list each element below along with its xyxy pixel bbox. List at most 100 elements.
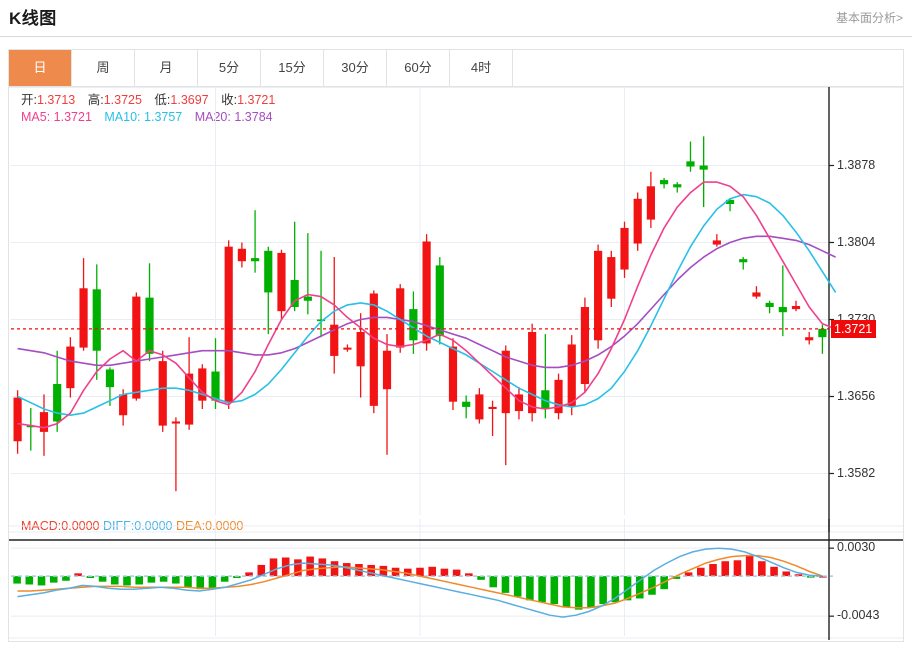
macd-bar bbox=[257, 564, 266, 577]
ma10-line bbox=[17, 193, 837, 416]
macd-bar bbox=[147, 576, 156, 583]
macd-bar bbox=[770, 566, 778, 577]
macd-bar bbox=[233, 576, 241, 578]
candle-body bbox=[528, 331, 537, 414]
candle-body bbox=[554, 379, 563, 414]
fundamental-analysis-link[interactable]: 基本面分析> bbox=[835, 11, 903, 25]
macd-bar bbox=[697, 567, 705, 577]
candle-body bbox=[290, 279, 299, 308]
candle-body bbox=[79, 288, 88, 348]
candle-body bbox=[409, 309, 418, 341]
macd-bar bbox=[404, 568, 412, 577]
candle-body bbox=[356, 331, 365, 367]
candle-body bbox=[422, 241, 431, 344]
macd-bar bbox=[513, 576, 522, 597]
macd-bar bbox=[49, 576, 58, 583]
candle-body bbox=[725, 199, 735, 204]
macd-bar bbox=[428, 566, 436, 577]
tab-日[interactable]: 日 bbox=[9, 50, 72, 86]
candle-body bbox=[620, 227, 629, 270]
candle-body bbox=[501, 350, 510, 414]
macd-bar bbox=[489, 576, 498, 588]
candle-body bbox=[396, 288, 405, 348]
tab-30分[interactable]: 30分 bbox=[324, 50, 387, 86]
macd-bar bbox=[110, 576, 119, 585]
macd-bar bbox=[135, 576, 143, 585]
candle-body bbox=[132, 296, 141, 399]
macd-bar bbox=[758, 561, 766, 577]
macd-bar bbox=[611, 576, 620, 603]
price-axis-tick-label: 1.3582 bbox=[837, 465, 876, 480]
macd-bar bbox=[819, 576, 827, 578]
candle-body bbox=[475, 394, 484, 420]
candle-body bbox=[92, 289, 101, 351]
tab-月[interactable]: 月 bbox=[135, 50, 198, 86]
macd-bar bbox=[794, 574, 803, 577]
candle-body bbox=[211, 371, 220, 401]
macd-bar bbox=[98, 576, 107, 582]
candle-body bbox=[686, 161, 695, 167]
candle-body bbox=[224, 246, 233, 403]
candle-body bbox=[66, 346, 75, 389]
candle-body bbox=[171, 421, 181, 424]
macd-bar bbox=[245, 572, 253, 577]
candle-body bbox=[699, 165, 708, 170]
macd-bar bbox=[123, 576, 131, 586]
ma20-line bbox=[17, 235, 836, 369]
diff-line bbox=[17, 547, 823, 618]
macd-bar bbox=[208, 576, 217, 589]
candle-body bbox=[594, 250, 603, 341]
candle-body bbox=[39, 412, 49, 432]
candle-body bbox=[369, 293, 378, 406]
macd-bar bbox=[330, 561, 339, 577]
macd-bar bbox=[367, 564, 375, 577]
tab-15分[interactable]: 15分 bbox=[261, 50, 324, 86]
macd-bar bbox=[574, 576, 583, 610]
candle-body bbox=[712, 240, 721, 245]
candle-body bbox=[119, 394, 128, 416]
candle-body bbox=[277, 252, 286, 312]
macd-bar bbox=[172, 576, 180, 584]
candle-body bbox=[765, 302, 774, 308]
candle-body bbox=[580, 307, 590, 385]
tabbar-filler bbox=[513, 50, 903, 86]
macd-bar bbox=[86, 576, 95, 578]
macd-bar bbox=[184, 576, 192, 588]
tab-周[interactable]: 周 bbox=[72, 50, 135, 86]
candle-body bbox=[567, 344, 576, 407]
macd-bar bbox=[501, 576, 510, 593]
candle-body bbox=[382, 350, 392, 390]
page-title: K线图 bbox=[9, 9, 57, 28]
kline-plot[interactable] bbox=[9, 87, 903, 640]
macd-bar bbox=[477, 576, 485, 580]
macd-bar bbox=[599, 576, 607, 605]
candle-body bbox=[739, 259, 748, 263]
macd-bar bbox=[684, 572, 693, 577]
macd-bar bbox=[416, 567, 424, 577]
macd-bar bbox=[806, 576, 815, 578]
macd-bar bbox=[37, 576, 46, 586]
current-price-badge: 1.3721 bbox=[831, 319, 877, 338]
candle-body bbox=[185, 373, 194, 425]
candle-body bbox=[105, 369, 115, 388]
candle-body bbox=[607, 257, 616, 299]
macd-axis-tick-label: -0.0043 bbox=[837, 608, 880, 623]
macd-histogram bbox=[13, 555, 827, 610]
candle-body bbox=[805, 337, 814, 341]
macd-bar bbox=[159, 576, 168, 582]
tab-5分[interactable]: 5分 bbox=[198, 50, 261, 86]
macd-bar bbox=[550, 576, 559, 605]
price-axis-tick-label: 1.3878 bbox=[837, 157, 876, 172]
candle-body bbox=[514, 394, 524, 412]
candle-body bbox=[26, 425, 35, 428]
candle-body bbox=[158, 361, 167, 426]
macd-bar bbox=[220, 576, 229, 582]
tab-60分[interactable]: 60分 bbox=[387, 50, 450, 86]
macd-bar bbox=[318, 558, 327, 577]
macd-bar bbox=[648, 576, 656, 595]
macd-axis-tick-label: 0.0030 bbox=[837, 540, 876, 555]
macd-bar bbox=[25, 576, 34, 585]
tab-4时[interactable]: 4时 bbox=[450, 50, 513, 86]
candle-body bbox=[330, 324, 339, 356]
candle-body bbox=[818, 328, 827, 338]
